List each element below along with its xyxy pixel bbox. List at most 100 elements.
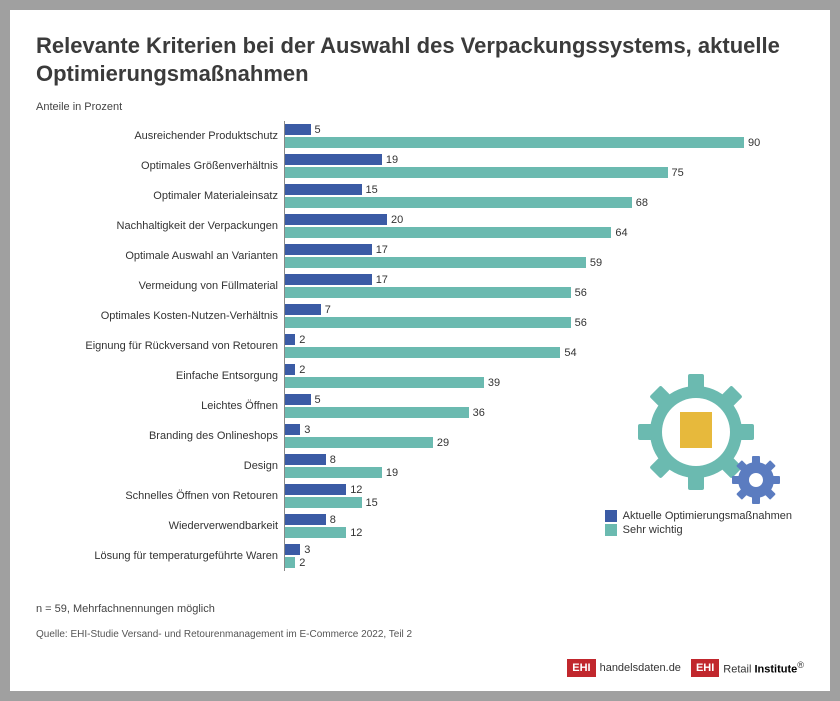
legend-label: Sehr wichtig xyxy=(623,524,683,536)
bar: 56 xyxy=(285,317,804,328)
bar-fill xyxy=(285,497,362,508)
logo-handelsdaten: EHI handelsdaten.de xyxy=(567,659,681,677)
bar-fill xyxy=(285,364,295,375)
legend-swatch-imp xyxy=(605,524,617,536)
bar: 59 xyxy=(285,257,804,268)
bar-fill xyxy=(285,437,433,448)
bar-value: 64 xyxy=(615,227,627,239)
logo-text: Retail Institute® xyxy=(723,660,804,676)
bar-value: 5 xyxy=(315,394,321,406)
bar: 5 xyxy=(285,124,804,135)
bar: 15 xyxy=(285,184,804,195)
bar-value: 59 xyxy=(590,257,602,269)
bar-value: 29 xyxy=(437,437,449,449)
bar: 7 xyxy=(285,304,804,315)
category-label: Eignung für Rückversand von Retouren xyxy=(36,331,284,361)
category-label: Optimales Kosten-Nutzen-Verhältnis xyxy=(36,301,284,331)
bar-value: 2 xyxy=(299,364,305,376)
bar-value: 56 xyxy=(575,317,587,329)
bar-value: 19 xyxy=(386,467,398,479)
bar-value: 12 xyxy=(350,527,362,539)
bar-fill xyxy=(285,274,372,285)
bar: 20 xyxy=(285,214,804,225)
bar: 64 xyxy=(285,227,804,238)
bar-fill xyxy=(285,454,326,465)
bar-group: 32 xyxy=(284,541,804,571)
bar-value: 56 xyxy=(575,287,587,299)
chart-row: Optimales Kosten-Nutzen-Verhältnis756 xyxy=(36,301,804,331)
logos: EHI handelsdaten.de EHI Retail Institute… xyxy=(567,659,804,677)
chart-subtitle: Anteile in Prozent xyxy=(36,101,804,113)
chart-row: Optimale Auswahl an Varianten1759 xyxy=(36,241,804,271)
bar-value: 3 xyxy=(304,544,310,556)
logo-retail-institute: EHI Retail Institute® xyxy=(691,659,804,677)
bar-value: 15 xyxy=(366,184,378,196)
chart-row: Nachhaltigkeit der Verpackungen 20 64 xyxy=(36,211,804,241)
bar-value: 75 xyxy=(672,167,684,179)
category-label: Einfache Entsorgung xyxy=(36,361,284,391)
category-label: Vermeidung von Füllmaterial xyxy=(36,271,284,301)
bar-group: 1759 xyxy=(284,241,804,271)
bar-value: 12 xyxy=(350,484,362,496)
bar-value: 15 xyxy=(366,497,378,509)
category-label: Schnelles Öffnen von Retouren xyxy=(36,481,284,511)
box-icon xyxy=(680,412,712,448)
category-label: Nachhaltigkeit der Verpackungen xyxy=(36,211,284,241)
bar-fill xyxy=(285,214,387,225)
bar: 3 xyxy=(285,544,804,555)
bar-value: 17 xyxy=(376,244,388,256)
source-text: Quelle: EHI-Studie Versand- und Retouren… xyxy=(36,629,804,640)
bar-fill xyxy=(285,514,326,525)
bar-fill xyxy=(285,184,362,195)
bar-fill xyxy=(285,167,668,178)
chart-row: Ausreichender Produktschutz590 xyxy=(36,121,804,151)
chart-title: Relevante Kriterien bei der Auswahl des … xyxy=(36,32,804,87)
bar-value: 8 xyxy=(330,514,336,526)
bar: 54 xyxy=(285,347,804,358)
logo-box: EHI xyxy=(691,659,719,677)
legend-item: Aktuelle Optimierungsmaßnahmen xyxy=(605,510,792,522)
bar-fill xyxy=(285,124,311,135)
bar-value: 39 xyxy=(488,377,500,389)
bar: 17 xyxy=(285,274,804,285)
bar-fill xyxy=(285,377,484,388)
bar-value: 3 xyxy=(304,424,310,436)
bar-fill xyxy=(285,557,295,568)
bar-fill xyxy=(285,244,372,255)
category-label: Design xyxy=(36,451,284,481)
bar: 56 xyxy=(285,287,804,298)
bar-value: 17 xyxy=(376,274,388,286)
bar: 68 xyxy=(285,197,804,208)
bar-fill xyxy=(285,257,586,268)
bar-fill xyxy=(285,334,295,345)
legend-swatch-opt xyxy=(605,510,617,522)
category-label: Ausreichender Produktschutz xyxy=(36,121,284,151)
logo-box: EHI xyxy=(567,659,595,677)
chart-row: Lösung für temperaturgeführte Waren32 xyxy=(36,541,804,571)
chart-row: Optimales Größenverhältnis1975 xyxy=(36,151,804,181)
bar: 17 xyxy=(285,244,804,255)
legend-label: Aktuelle Optimierungsmaßnahmen xyxy=(623,510,792,522)
bar-group: 756 xyxy=(284,301,804,331)
category-label: Wiederverwendbarkeit xyxy=(36,511,284,541)
category-label: Branding des Onlineshops xyxy=(36,421,284,451)
bar-value: 8 xyxy=(330,454,336,466)
category-label: Optimaler Materialeinsatz xyxy=(36,181,284,211)
bar-fill xyxy=(285,304,321,315)
bar-group: 1568 xyxy=(284,181,804,211)
bar-value: 5 xyxy=(315,124,321,136)
bar-value: 68 xyxy=(636,197,648,209)
category-label: Optimales Größenverhältnis xyxy=(36,151,284,181)
bar-group: 590 xyxy=(284,121,804,151)
bar-fill xyxy=(285,154,382,165)
bar-fill xyxy=(285,544,300,555)
bar-value: 20 xyxy=(391,214,403,226)
legend: Aktuelle Optimierungsmaßnahmen Sehr wich… xyxy=(605,510,792,538)
category-label: Leichtes Öffnen xyxy=(36,391,284,421)
legend-item: Sehr wichtig xyxy=(605,524,792,536)
bar-fill xyxy=(285,317,571,328)
bar-group: 1756 xyxy=(284,271,804,301)
bar-value: 36 xyxy=(473,407,485,419)
footer-note: n = 59, Mehrfachnennungen möglich xyxy=(36,603,804,615)
bar-group: 254 xyxy=(284,331,804,361)
